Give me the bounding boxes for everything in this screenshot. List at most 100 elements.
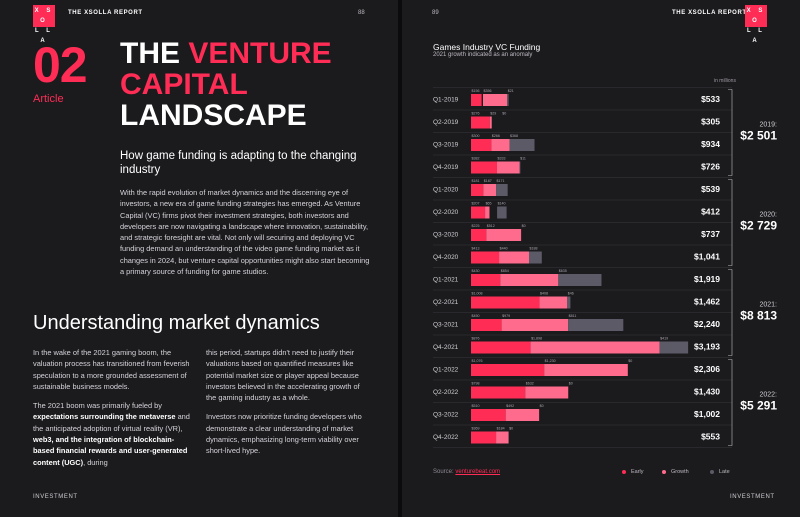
chart-units: in millions [714, 78, 736, 84]
quarter-total: $533 [701, 94, 720, 104]
article-title: THE VENTURE CAPITAL LANDSCAPE [120, 38, 380, 131]
segment-label-late: $419 [660, 337, 668, 341]
quarter-total: $3,193 [694, 342, 720, 352]
segment-label-early: $369 [472, 427, 480, 431]
article-subtitle: How game funding is adapting to the chan… [120, 150, 357, 176]
segment-label-late: $188 [530, 247, 538, 251]
segment-label-early: $382 [472, 157, 480, 161]
title-part-landscape: LANDSCAPE [120, 99, 307, 132]
logo-right-line-2: O [752, 18, 760, 24]
col2-paragraph-1: this period, startups didn't need to jus… [206, 348, 360, 403]
bar-segment-early [471, 386, 526, 399]
bar-segment-growth [486, 229, 522, 241]
segment-label-late: $0 [509, 427, 513, 431]
quarter-total: $1,462 [694, 297, 720, 307]
year-total: $5 291 [740, 399, 777, 413]
bar-segment-growth [496, 431, 509, 444]
segment-label-late: $46 [568, 292, 574, 296]
year-total: $8 813 [740, 309, 777, 323]
xsolla-logo-right: X S O L L A [745, 5, 767, 44]
segment-label-early: $276 [472, 112, 480, 116]
segment-label-late: $0 [628, 359, 632, 363]
quarter-total: $2,240 [694, 319, 720, 329]
bar-segment-growth [539, 296, 568, 309]
quarter-total: $1,919 [694, 274, 720, 284]
bar-segment-growth [483, 184, 497, 196]
bar-segment-late [497, 206, 507, 219]
segment-label-late: $0 [569, 382, 573, 386]
vc-funding-chart: Q1-2019 $156 $356 $21 $533 Q2-2019 $276 $29 $0 $3… [433, 87, 777, 448]
logo-right-line-3: L L A [747, 28, 765, 44]
bar-segment-growth [496, 161, 520, 174]
segment-label-growth: $1,898 [531, 337, 542, 341]
segment-label-late: $0 [540, 404, 544, 408]
bar-segment-growth [544, 364, 628, 376]
year-bracket [728, 359, 733, 446]
legend-early-label: Early [631, 469, 644, 475]
report-title: THE XSOLLA REPORT [68, 10, 143, 16]
segment-label-growth: $29 [490, 112, 496, 116]
col1-p2-bold-2: web3, and the integration of blockchain-… [33, 435, 188, 467]
year-label: 2021: [759, 302, 777, 309]
bar-segment-early [471, 229, 487, 241]
title-part-venture: VENTURE [188, 37, 332, 70]
bar-segment-late [509, 139, 535, 151]
year-label: 2019: [759, 122, 777, 129]
bar-segment-growth [525, 386, 569, 399]
quarter-label: Q1-2019 [433, 97, 459, 104]
bar-segment-growth [485, 206, 490, 219]
bar-segment-late [568, 319, 624, 331]
quarter-label: Q4-2019 [433, 164, 459, 171]
quarter-total: $737 [701, 229, 720, 239]
year-bracket [728, 89, 733, 176]
quarter-label: Q2-2020 [433, 209, 459, 216]
segment-label-early: $450 [472, 314, 480, 318]
bar-segment-early [471, 116, 490, 129]
quarter-total: $539 [701, 184, 720, 194]
legend-growth: Growth [662, 469, 689, 475]
quarter-total: $412 [701, 207, 720, 217]
report-title-right: THE XSOLLA REPORT [672, 10, 747, 16]
segment-label-growth: $632 [526, 382, 534, 386]
segment-label-late: $811 [569, 314, 577, 318]
segment-label-growth: $979 [502, 314, 510, 318]
col1-paragraph-1: In the wake of the 2021 gaming boom, the… [33, 348, 190, 391]
bar-segment-early [471, 296, 540, 309]
segment-label-late: $171 [497, 179, 505, 183]
source-link[interactable]: venturebeat.com [455, 469, 501, 475]
segment-label-growth: $266 [492, 134, 500, 138]
year-bracket [728, 269, 733, 356]
segment-label-late: $21 [508, 89, 514, 93]
quarter-label: Q1-2021 [433, 277, 459, 284]
legend-early: Early [622, 469, 644, 475]
bar-segment-growth [530, 341, 660, 354]
segment-label-early: $413 [472, 247, 480, 251]
legend-late: Late [710, 469, 730, 475]
segment-label-growth: $408 [540, 292, 548, 296]
bar-segment-late [519, 161, 521, 174]
segment-label-late: $368 [510, 134, 518, 138]
article-number: 02 [33, 37, 88, 93]
segment-label-early: $207 [472, 202, 480, 206]
bar-segment-growth [501, 319, 569, 331]
col2-paragraph-2: Investors now prioritize funding develop… [206, 412, 362, 456]
quarter-label: Q4-2020 [433, 254, 459, 261]
title-part-capital: CAPITAL [120, 68, 248, 101]
segment-label-growth: $492 [506, 404, 514, 408]
text-column-2: this period, startups didn't need to jus… [206, 347, 371, 465]
section-heading: Understanding market dynamics [33, 312, 320, 334]
quarter-total: $934 [701, 139, 720, 149]
segment-label-early: $1,008 [472, 292, 483, 296]
quarter-label: Q2-2021 [433, 299, 459, 306]
legend-growth-swatch [662, 469, 666, 474]
bar-segment-early [471, 139, 492, 151]
col1-p2-a: The 2021 boom was primarily fueled by [33, 401, 162, 411]
article-label: Article [33, 93, 64, 105]
quarter-label: Q4-2021 [433, 344, 459, 351]
segment-label-growth: $356 [484, 89, 492, 93]
segment-label-growth: $512 [487, 224, 495, 228]
segment-label-early: $798 [472, 382, 480, 386]
quarter-total: $726 [701, 162, 720, 172]
bar-segment-growth [505, 409, 540, 421]
legend-early-swatch [622, 469, 626, 474]
